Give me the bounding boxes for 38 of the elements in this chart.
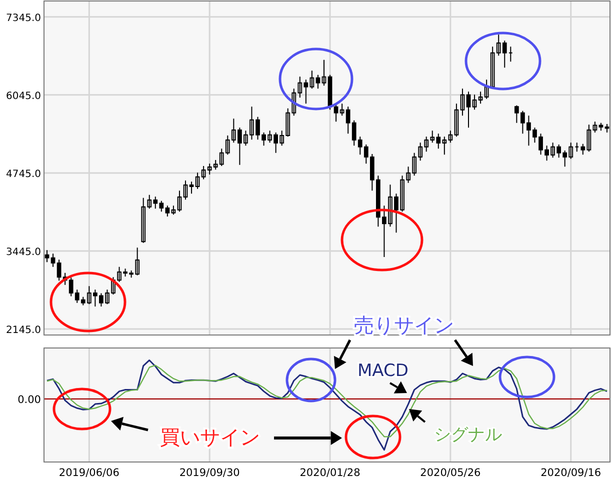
candlestick [322, 59, 326, 86]
candlestick [340, 103, 344, 116]
annotation: 売りサイン [354, 313, 454, 337]
y-tick-label: 2145.0 [6, 325, 41, 336]
candlestick [316, 74, 320, 90]
candlestick [508, 46, 513, 62]
candlestick [574, 142, 580, 152]
candlestick [466, 91, 471, 128]
candlestick [592, 121, 598, 133]
candlestick [460, 88, 465, 116]
y-tick-label: 4745.0 [6, 168, 41, 180]
candlestick [50, 253, 56, 268]
candlestick [598, 122, 604, 132]
candlestick [310, 70, 314, 90]
ref-line-label: 0.00 [18, 394, 41, 406]
x-tick-label: 2019/06/06 [58, 467, 120, 479]
x-tick-label: 2020/09/16 [540, 467, 602, 479]
candlestick [448, 130, 453, 144]
candlestick [604, 124, 610, 133]
y-tick-label: 3445.0 [6, 246, 41, 258]
y-tick-label: 6045.0 [6, 90, 41, 102]
annotation: 買いサイン [160, 425, 260, 449]
x-tick-label: 2019/09/30 [179, 467, 240, 479]
candlestick [201, 166, 206, 180]
candlestick [165, 205, 170, 217]
candlestick [472, 94, 477, 110]
x-tick-label: 2020/05/26 [420, 467, 482, 479]
series-label: シグナル [434, 425, 502, 445]
candlestick [478, 91, 483, 104]
candlestick [189, 181, 194, 194]
candlestick [171, 205, 176, 216]
y-tick-label: 7345.0 [6, 12, 41, 24]
x-tick-label: 2020/01/28 [300, 467, 360, 479]
candlestick [177, 190, 182, 212]
candlestick [44, 250, 50, 263]
series-label: MACD [358, 361, 408, 381]
candlestick [334, 103, 338, 122]
candlestick [195, 172, 200, 190]
